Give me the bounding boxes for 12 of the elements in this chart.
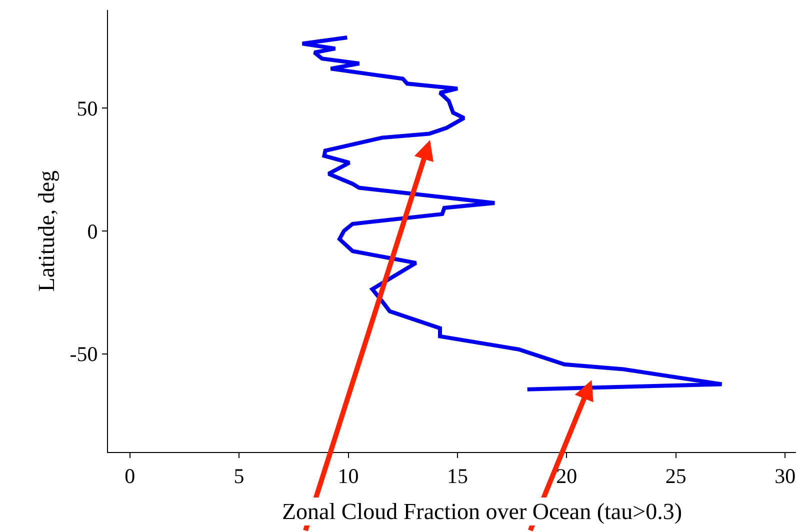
x-tick-label: 25 [665, 464, 686, 488]
line-series [300, 36, 724, 392]
y-tick-label: 0 [87, 219, 98, 244]
x-tick-label: 20 [556, 464, 578, 488]
y-axis-title: Latitude, deg [34, 170, 60, 292]
x-tick-label: 30 [774, 464, 796, 488]
x-tick-label: 0 [124, 464, 136, 488]
x-tick-label: 10 [338, 464, 359, 488]
x-tick-label: 5 [234, 464, 244, 488]
y-tick-label: 50 [76, 96, 98, 121]
y-tick-label: -50 [70, 342, 98, 366]
x-tick-label: 15 [446, 464, 468, 488]
